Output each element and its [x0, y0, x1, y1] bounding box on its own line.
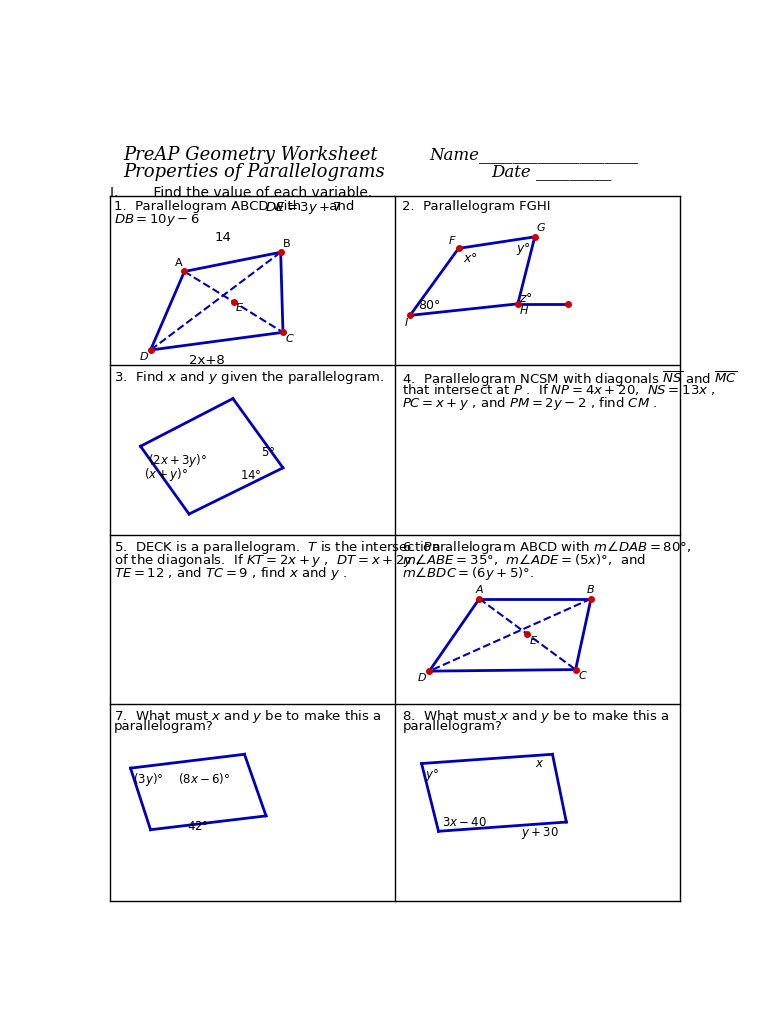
Text: $(x+y)°$: $(x+y)°$ — [145, 466, 189, 482]
Text: of the diagonals.  If $KT=2x+y$ ,  $DT=x+2y$ ,: of the diagonals. If $KT=2x+y$ , $DT=x+2… — [114, 552, 420, 568]
Text: Name___________________: Name___________________ — [430, 146, 638, 163]
Text: $PC=x+y$ , and $PM=2y-2$ , find $CM$ .: $PC=x+y$ , and $PM=2y-2$ , find $CM$ . — [403, 395, 658, 413]
Text: $5°$: $5°$ — [261, 446, 276, 460]
Text: F: F — [448, 237, 454, 246]
Text: $42°$: $42°$ — [187, 820, 209, 833]
Text: $3x-40$: $3x-40$ — [442, 816, 487, 829]
Text: A: A — [476, 585, 483, 595]
Text: E: E — [530, 636, 537, 646]
Text: 6.  Parallelogram ABCD with $m\angle DAB=80°$,: 6. Parallelogram ABCD with $m\angle DAB=… — [403, 539, 691, 556]
Text: $y°$: $y°$ — [425, 767, 439, 782]
Text: 1.  Parallelogram ABCD with: 1. Parallelogram ABCD with — [114, 200, 305, 213]
Text: $y°$: $y°$ — [516, 242, 531, 257]
Text: $DE = 3y+7$: $DE = 3y+7$ — [265, 200, 342, 216]
Text: $(2x+3y)°$: $(2x+3y)°$ — [148, 453, 207, 469]
Text: A: A — [175, 258, 182, 268]
Text: $m\angle BDC=(6y+5)°$.: $m\angle BDC=(6y+5)°$. — [403, 565, 534, 582]
Text: 3.  Find $x$ and $y$ given the parallelogram.: 3. Find $x$ and $y$ given the parallelog… — [114, 370, 384, 386]
Text: $(3y)°$: $(3y)°$ — [132, 771, 163, 788]
Text: $DB = 10y-6$: $DB = 10y-6$ — [114, 212, 199, 228]
Text: B: B — [283, 240, 290, 249]
Text: B: B — [588, 585, 594, 595]
Text: and: and — [325, 200, 355, 213]
Text: C: C — [579, 671, 587, 681]
Text: parallelogram?: parallelogram? — [403, 721, 502, 733]
Text: $m\angle ABE=35°$,  $m\angle ADE=(5x)°$,  and: $m\angle ABE=35°$, $m\angle ADE=(5x)°$, … — [403, 552, 646, 566]
Text: 2x+8: 2x+8 — [189, 354, 225, 367]
Text: $x$: $x$ — [535, 758, 545, 770]
Text: 7.  What must $x$ and $y$ be to make this a: 7. What must $x$ and $y$ be to make this… — [114, 708, 381, 725]
Text: G: G — [536, 223, 545, 233]
Text: H: H — [519, 306, 527, 316]
Text: D: D — [417, 673, 427, 683]
Text: that intersect at $P$ .  If $NP=4x+20$,  $NS=13x$ ,: that intersect at $P$ . If $NP=4x+20$, $… — [403, 382, 716, 397]
Text: 5.  DECK is a parallelogram.  $T$ is the intersection: 5. DECK is a parallelogram. $T$ is the i… — [114, 539, 440, 556]
Text: 8.  What must $x$ and $y$ be to make this a: 8. What must $x$ and $y$ be to make this… — [403, 708, 670, 725]
Text: $z°$: $z°$ — [519, 292, 533, 304]
Text: I: I — [404, 317, 408, 328]
Text: 14: 14 — [215, 230, 231, 244]
Text: 2.  Parallelogram FGHI: 2. Parallelogram FGHI — [403, 200, 551, 213]
Text: 80°: 80° — [417, 299, 440, 311]
Text: C: C — [286, 334, 293, 344]
Text: $x°$: $x°$ — [464, 252, 478, 265]
Text: Date _________: Date _________ — [491, 163, 611, 180]
Text: $(8x-6)°$: $(8x-6)°$ — [178, 771, 230, 786]
Text: I.        Find the value of each variable.: I. Find the value of each variable. — [109, 186, 372, 200]
Text: Properties of Parallelograms: Properties of Parallelograms — [123, 163, 384, 181]
Text: D: D — [139, 351, 148, 361]
Text: $TE=12$ , and $TC=9$ , find $x$ and $y$ .: $TE=12$ , and $TC=9$ , find $x$ and $y$ … — [114, 565, 347, 582]
Text: PreAP Geometry Worksheet: PreAP Geometry Worksheet — [123, 146, 377, 164]
Text: 4.  Parallelogram NCSM with diagonals $\overline{NS}$ and $\overline{MC}$: 4. Parallelogram NCSM with diagonals $\o… — [403, 370, 738, 388]
Text: $14°$: $14°$ — [239, 469, 262, 482]
Text: $y+30$: $y+30$ — [521, 825, 559, 841]
Text: E: E — [236, 303, 243, 313]
Text: parallelogram?: parallelogram? — [114, 721, 213, 733]
